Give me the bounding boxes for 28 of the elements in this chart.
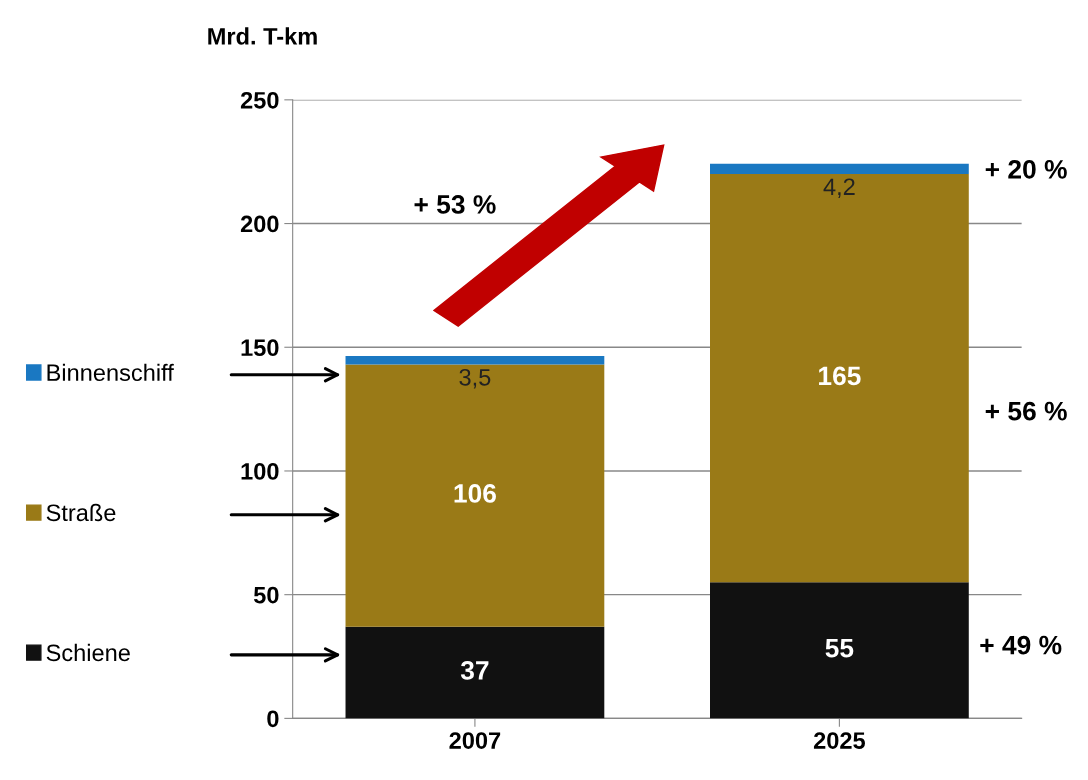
bar [710, 163, 969, 175]
bar [710, 174, 969, 583]
legend-label: Schiene [46, 643, 130, 662]
data-label: 106 [454, 484, 496, 503]
y-tick-label: 250 [240, 91, 279, 109]
data-label: 55 [825, 639, 854, 658]
x-tick-label: 2007 [449, 732, 501, 749]
bar [345, 355, 605, 365]
annotation: + 49 % [980, 635, 1062, 655]
y-axis-title: Mrd. T-km [208, 27, 317, 45]
y-tick-label: 200 [240, 215, 279, 233]
legend-label: Straße [46, 503, 116, 522]
y-tick-label: 50 [253, 586, 279, 604]
legend-label: Binnenschiff [47, 363, 174, 382]
bar [345, 364, 605, 627]
annotation: + 53 % [414, 195, 496, 214]
y-tick-label: 150 [241, 339, 279, 357]
x-tick-label: 2025 [813, 732, 865, 749]
y-tick-label: 100 [241, 463, 279, 480]
y-tick-label: 0 [267, 710, 279, 728]
bar [345, 626, 605, 719]
data-label: 3,5 [459, 368, 491, 389]
data-label: 165 [819, 366, 861, 386]
data-label: 4,2 [823, 178, 855, 198]
bar [710, 582, 969, 719]
data-label: 37 [460, 661, 489, 680]
annotation: + 20 % [985, 160, 1067, 179]
annotation: + 56 % [985, 401, 1067, 421]
